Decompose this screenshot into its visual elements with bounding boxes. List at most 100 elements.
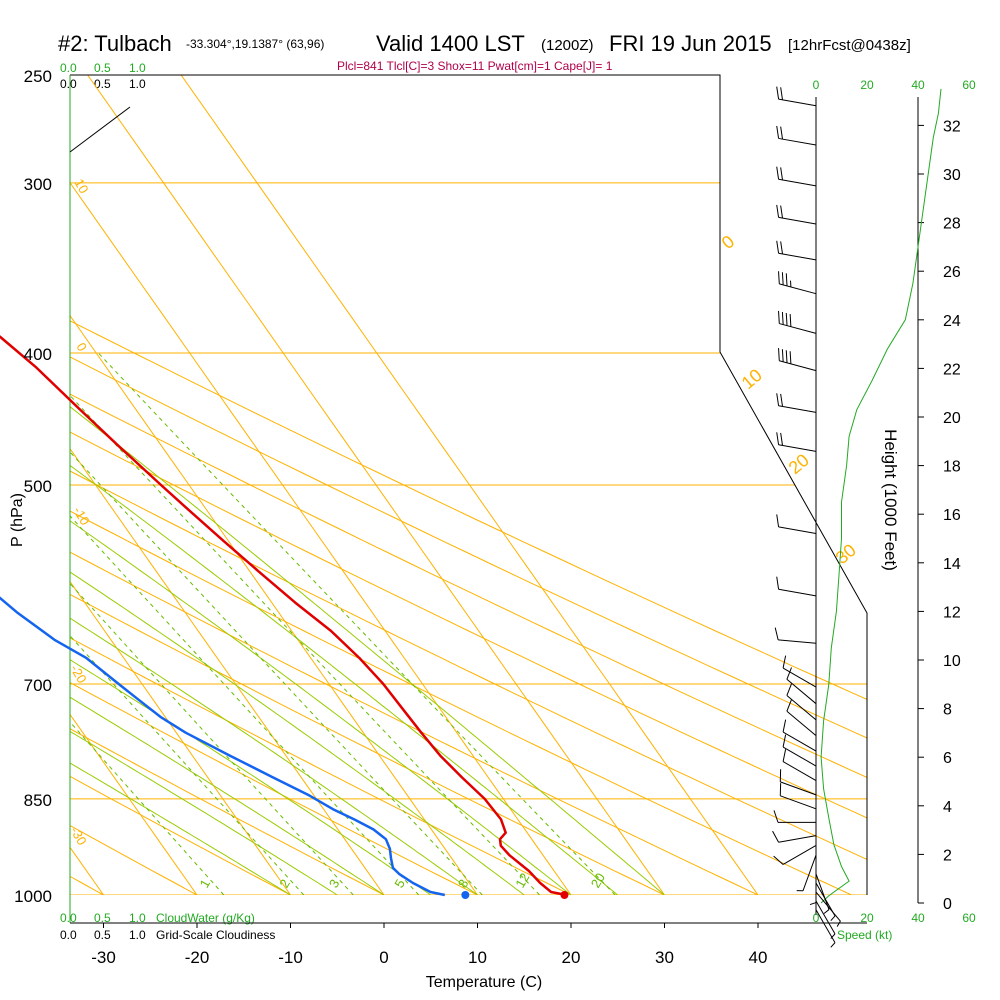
pressure-tick-label: 500 — [24, 477, 52, 496]
dry-adiabat-label: -30 — [67, 824, 89, 848]
cloud-scale-tick: 0.5 — [94, 928, 111, 942]
height-axis-label: Height (1000 Feet) — [881, 429, 900, 571]
moist-adiabat-line — [70, 75, 338, 895]
temp-tick-label: 20 — [562, 948, 581, 967]
dry-adiabat-line — [70, 75, 820, 895]
wind-barb — [782, 655, 817, 688]
cloud-scale-tick: 0.5 — [94, 77, 111, 91]
temp-tick-label: -30 — [91, 948, 116, 967]
height-tick-label: 26 — [943, 264, 961, 281]
dry-adiabat-line — [70, 75, 867, 895]
height-tick-label: 12 — [943, 604, 961, 621]
dry-adiabat-line — [70, 75, 867, 895]
wind-barb-flag — [774, 627, 779, 640]
mixing-ratio-label: 3 — [326, 877, 343, 891]
pressure-tick-label: 700 — [24, 676, 52, 695]
wind-barb-flag — [776, 576, 780, 590]
wind-barb — [786, 699, 817, 737]
wind-barb — [774, 627, 817, 644]
mixing-ratio-line — [98, 352, 616, 895]
height-tick-label: 0 — [943, 896, 952, 913]
wind-speed-tick-top: 20 — [860, 78, 874, 92]
wind-barb-flag — [782, 749, 787, 762]
chart-subtitle: Plcl=841 Tlcl[C]=3 Shox=11 Pwat[cm]=1 Ca… — [337, 59, 613, 73]
wind-barb-staff — [782, 746, 817, 767]
temp-tick-label: 30 — [655, 948, 674, 967]
wind-barb — [778, 271, 817, 295]
wind-barb — [773, 810, 816, 823]
wind-barb — [779, 769, 817, 796]
wind-barb-flag — [781, 272, 784, 285]
pressure-tick-label: 850 — [24, 791, 52, 810]
wind-barb — [776, 432, 817, 452]
cloud-scale-tick: 0.5 — [94, 911, 111, 925]
cloud-scale-tick: 0.0 — [60, 928, 77, 942]
cloud-scale-tick: 0.0 — [60, 61, 77, 75]
wind-barb-flag — [780, 205, 784, 219]
wind-barb — [786, 667, 817, 705]
wind-barb-flag — [830, 933, 836, 939]
plot-area: 1 2 3 5 8 12 20 — [70, 75, 867, 895]
wind-barb-flag — [830, 942, 836, 948]
cloud-scale-tick: 0.5 — [94, 61, 111, 75]
moist-adiabat-line — [70, 75, 431, 895]
dry-adiabat-label: 10 — [738, 365, 766, 393]
wind-barb-staff — [802, 854, 817, 891]
wind-barb — [776, 86, 817, 107]
height-tick-label: 10 — [943, 653, 961, 670]
dry-adiabat-label: 30 — [832, 540, 860, 568]
wind-barb — [782, 749, 817, 782]
height-tick-label: 4 — [943, 799, 952, 816]
wind-barb-staff — [778, 216, 817, 225]
dry-adiabat-line — [70, 75, 867, 895]
mixing-ratio-line — [70, 352, 354, 895]
height-tick-label: 14 — [943, 556, 961, 573]
wind-barb-flag — [776, 86, 780, 100]
wind-barb-flag — [780, 87, 784, 100]
mixing-ratio-label: 8 — [455, 877, 472, 891]
wind-barb-staff — [780, 781, 817, 796]
cloud-scale-bottom: 0.0 0.5 1.0 CloudWater (g/Kg) 0.0 0.5 1.… — [60, 911, 275, 942]
wind-speed-tick-bottom: 20 — [860, 911, 874, 925]
wind-barb — [778, 348, 817, 372]
wind-barb-staff — [778, 252, 817, 261]
cloud-scale-tick: 0.0 — [60, 77, 77, 91]
cloud-trace-line — [69, 106, 131, 153]
wind-barb-flag — [780, 241, 784, 255]
cloud-scale-tick: 1.0 — [129, 77, 146, 91]
wind-barb — [776, 576, 817, 597]
height-tick-label: 20 — [943, 410, 961, 427]
y-axis-label: P (hPa) — [9, 493, 26, 547]
wind-barb-flag — [780, 167, 784, 181]
isotherm-line — [180, 75, 759, 895]
dry-adiabat-line — [70, 75, 867, 895]
wind-speed-tick-top: 0 — [813, 78, 820, 92]
title-valid-z: (1200Z) — [541, 37, 594, 54]
moist-adiabat-line — [70, 75, 385, 895]
wind-barb — [815, 891, 841, 927]
dry-adiabat-line — [70, 75, 536, 895]
dry-adiabat-line — [70, 75, 867, 895]
wind-barb-flag — [781, 311, 784, 325]
wind-barb-flag — [773, 855, 784, 865]
wind-speed-label: Speed (kt) — [837, 928, 892, 942]
dry-adiabat-label: 10 — [71, 176, 91, 196]
wind-barb-flag — [789, 314, 792, 327]
moist-adiabat-line — [70, 75, 478, 895]
mixing-ratio-line — [70, 352, 540, 895]
wind-barb — [772, 830, 817, 843]
wind-barb-flag — [776, 432, 780, 445]
temp-tick-label: -20 — [185, 948, 210, 967]
dry-adiabat-label: 0 — [73, 340, 90, 354]
grid-cloud-label: Grid-Scale Cloudiness — [156, 928, 275, 942]
wind-barb-flag — [780, 126, 784, 140]
cloud-scale-tick: 1.0 — [129, 928, 146, 942]
wind-barb-staff — [782, 731, 817, 752]
cloud-water-label: CloudWater (g/Kg) — [156, 911, 255, 925]
temp-tick-label: 10 — [468, 948, 487, 967]
dry-adiabat-label: -10 — [70, 504, 92, 528]
wind-barb-staff — [815, 909, 836, 943]
height-tick-label: 8 — [943, 702, 952, 719]
mixing-ratio-label: 1 — [196, 877, 213, 891]
